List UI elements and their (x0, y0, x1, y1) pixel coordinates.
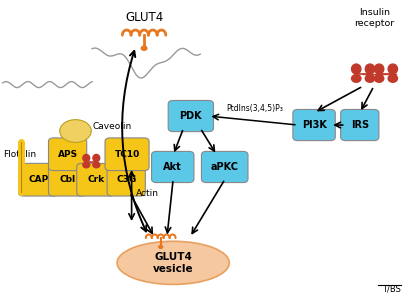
Circle shape (141, 46, 147, 50)
Ellipse shape (83, 162, 90, 168)
Text: Flotillin: Flotillin (3, 150, 36, 160)
Text: GLUT4: GLUT4 (125, 11, 163, 24)
FancyBboxPatch shape (107, 163, 146, 196)
Ellipse shape (83, 154, 90, 162)
Ellipse shape (365, 64, 374, 74)
Ellipse shape (352, 75, 361, 82)
FancyBboxPatch shape (105, 138, 149, 171)
Ellipse shape (374, 64, 384, 74)
FancyBboxPatch shape (77, 163, 115, 196)
FancyBboxPatch shape (201, 151, 248, 183)
Ellipse shape (352, 64, 361, 74)
FancyBboxPatch shape (151, 151, 194, 183)
Ellipse shape (388, 75, 397, 82)
FancyBboxPatch shape (48, 163, 87, 196)
Ellipse shape (374, 75, 384, 82)
FancyBboxPatch shape (168, 101, 214, 132)
Text: C3G: C3G (116, 175, 136, 184)
Circle shape (60, 119, 91, 142)
Text: APS: APS (58, 150, 78, 159)
Text: Actin: Actin (136, 189, 159, 198)
Text: aPKC: aPKC (211, 162, 239, 172)
Circle shape (159, 246, 163, 248)
Text: PtdIns(3,4,5)P₃: PtdIns(3,4,5)P₃ (226, 104, 283, 113)
Ellipse shape (117, 241, 229, 284)
Text: T/BS: T/BS (382, 285, 400, 294)
Ellipse shape (93, 162, 100, 168)
Text: CAP: CAP (28, 175, 49, 184)
Ellipse shape (93, 154, 100, 162)
Text: Insulin
receptor: Insulin receptor (354, 8, 395, 28)
Text: IRS: IRS (351, 120, 369, 130)
Text: PDK: PDK (180, 111, 202, 121)
Text: GLUT4
vesicle: GLUT4 vesicle (153, 252, 193, 274)
Ellipse shape (388, 64, 397, 74)
Ellipse shape (365, 75, 374, 82)
Text: Caveolin: Caveolin (93, 122, 132, 131)
Text: Akt: Akt (163, 162, 182, 172)
FancyBboxPatch shape (48, 138, 87, 171)
Text: Crk: Crk (87, 175, 104, 184)
Text: Cbl: Cbl (60, 175, 75, 184)
FancyBboxPatch shape (341, 110, 379, 141)
FancyBboxPatch shape (293, 110, 335, 141)
FancyBboxPatch shape (19, 163, 58, 196)
Text: TC10: TC10 (114, 150, 140, 159)
Text: PI3K: PI3K (301, 120, 327, 130)
